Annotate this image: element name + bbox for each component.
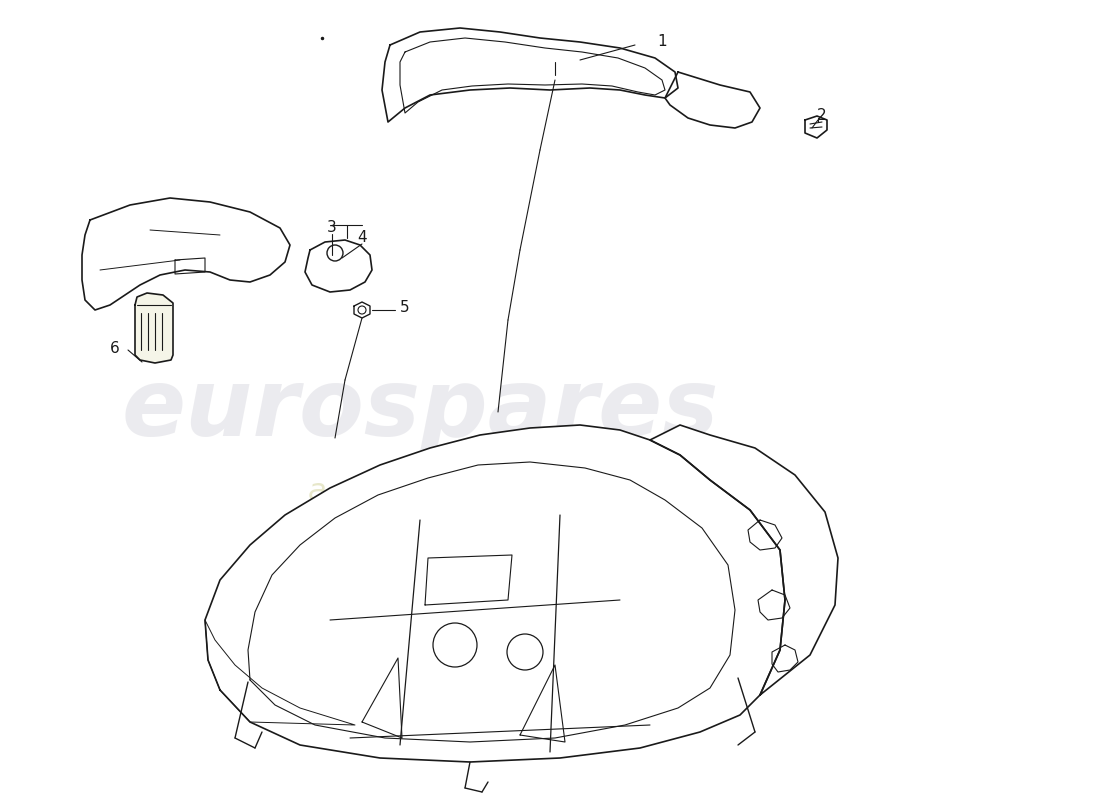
Text: 5: 5 [400, 301, 410, 315]
Text: eurospares: eurospares [121, 364, 718, 456]
Polygon shape [82, 198, 290, 310]
Polygon shape [205, 425, 785, 762]
Text: 2: 2 [817, 107, 827, 122]
Polygon shape [805, 116, 827, 138]
Polygon shape [135, 293, 173, 363]
Text: 6: 6 [110, 341, 120, 355]
Polygon shape [354, 302, 370, 318]
Text: a parts since 1985: a parts since 1985 [308, 478, 592, 506]
Polygon shape [305, 240, 372, 292]
Text: 1: 1 [657, 34, 667, 50]
Text: 3: 3 [327, 221, 337, 235]
Polygon shape [650, 425, 838, 695]
Polygon shape [382, 28, 678, 122]
Polygon shape [666, 72, 760, 128]
Text: 4: 4 [358, 230, 366, 246]
